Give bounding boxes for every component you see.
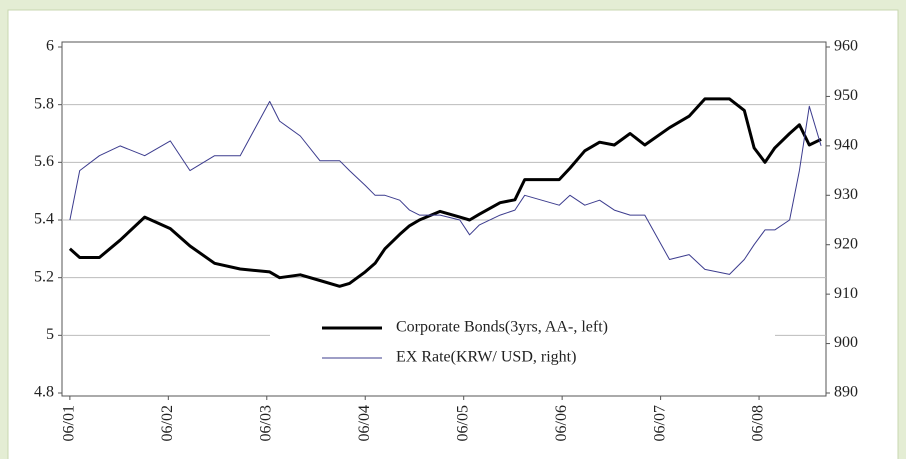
y-tick-label: 5.2: [34, 268, 54, 285]
plot-frame: [61, 41, 827, 397]
y2-tick-label: 920: [834, 235, 858, 252]
y2-tick-label: 960: [834, 38, 858, 55]
x-tick-label: 06/07: [651, 405, 668, 441]
y-tick-label: 5.4: [34, 211, 54, 228]
series-line: [69, 100, 822, 275]
legend-box: [270, 312, 775, 374]
y2-tick-label: 940: [834, 137, 858, 154]
y-tick-label: 5: [46, 326, 54, 343]
x-tick-label: 06/02: [159, 405, 176, 441]
x-tick-label: 06/05: [454, 405, 471, 441]
series-line: [68, 97, 822, 288]
y2-tick-label: 930: [834, 186, 858, 203]
panel: [7, 9, 899, 459]
y-tick-label: 5.8: [34, 95, 54, 112]
y2-tick-label: 900: [834, 334, 858, 351]
x-tick-label: 06/08: [750, 405, 767, 441]
y2-tick-label: 950: [834, 87, 858, 104]
legend-label: Corporate Bonds(3yrs, AA-, left): [396, 319, 608, 336]
x-tick-label: 06/04: [356, 405, 373, 441]
y-tick-label: 5.6: [34, 153, 54, 170]
y-tick-label: 6: [46, 38, 54, 55]
y2-tick-label: 910: [834, 285, 858, 302]
y2-tick-label: 890: [834, 384, 858, 401]
x-tick-label: 06/03: [257, 405, 274, 441]
x-tick-label: 06/06: [553, 405, 570, 441]
x-tick-label: 06/01: [61, 405, 78, 441]
y-tick-label: 4.8: [34, 384, 54, 401]
legend-label: EX Rate(KRW/ USD, right): [396, 349, 576, 366]
